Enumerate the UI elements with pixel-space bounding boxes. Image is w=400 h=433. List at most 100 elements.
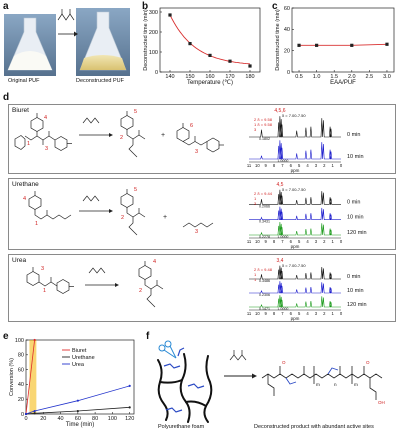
label-biuret-r4: 4 (44, 115, 48, 121)
chart-e-line-urea (25, 385, 130, 415)
spectrum-1-trace-1 (249, 206, 341, 220)
chart-b-ylabel: Deconstructed time (min) (143, 9, 149, 71)
spectrum-1-tick-6: 5 (298, 239, 301, 244)
right-caption-f: Deconstructed product with abundant acti… (254, 424, 374, 430)
chart-e-legend-biuret: Biuret (72, 348, 87, 354)
spectrum-0-tick-5: 6 (290, 163, 293, 168)
spectrum-1-tick-2: 9 (265, 239, 268, 244)
label-urethane-r1: 1 (35, 221, 39, 227)
spectrum-0-ppm-label: ppm (291, 168, 300, 173)
chart-e-ytick-label-0: 0 (21, 412, 24, 418)
spectrum-2-trace-0 (249, 265, 341, 280)
spectrum-0-tick-4: 7 (281, 163, 284, 168)
chart-e-ytick-label-4: 80 (18, 353, 24, 359)
panel-d-label: d (3, 92, 10, 103)
spectrum-2-shift-range: δ = 7.00-7.50 (282, 263, 306, 268)
label-urethane-r4: 4 (23, 196, 27, 202)
spectrum-0-shift-range: δ = 7.00-7.50 (282, 113, 306, 118)
spectrum-0-tick-6: 5 (298, 163, 301, 168)
spectrum-2-time-0: 0 min (347, 274, 360, 280)
panel-c: c 0.5 1.0 1.5 2.0 2.5 3.0 0 20 40 60 EAA/PUF Decons… (266, 0, 400, 92)
spectrum-0-group-label: 4,5,6 (274, 108, 285, 114)
spectrum-2-time-1: 10 min (347, 288, 364, 294)
spectrum-1-integral-3: 1.0000 (277, 235, 288, 239)
panel-b-label: b (142, 1, 149, 12)
spectrum-1-tick-5: 6 (290, 239, 293, 244)
svg-text:+: + (163, 214, 167, 221)
chart-e-xtick-label-5: 100 (108, 416, 117, 422)
chart-b-xtick-label-4: 180 (245, 74, 254, 80)
spectrum-1-time-0: 0 min (347, 199, 360, 205)
svg-text:O: O (282, 360, 286, 365)
chart-c-xtick-label-4: 2.5 (366, 74, 374, 80)
spectrum-0-time-0: 0 min (347, 132, 360, 138)
chart-b: 140 150 160 170 180 0 100 200 300 Temperature (℃)… (143, 7, 261, 86)
chart-b-xtick-label-3: 170 (225, 74, 234, 80)
chart-e-highlight-band (29, 340, 37, 414)
chart-b-xtick-label-0: 140 (165, 74, 174, 80)
chart-c: 0.5 1.0 1.5 2.0 2.5 3.0 0 20 40 60 EAA/PUF Deconstr… (275, 6, 395, 86)
spectrum-2-integral-0: 0.3486 (259, 279, 270, 283)
panel-e-label: e (3, 331, 9, 342)
row-urea: Urea 3 1 4 2 0 min 10 min 120 min 1 (8, 254, 396, 322)
chart-e-point-biuret-1 (33, 338, 36, 342)
chart-c-point-0 (297, 43, 301, 47)
svg-text:O: O (366, 360, 370, 365)
spectrum-2-tick-5: 6 (290, 311, 293, 316)
label-biuret-p5: 5 (134, 109, 138, 115)
label-urethane-p5: 5 (134, 187, 138, 193)
row-title-urea: Urea (12, 257, 27, 264)
svg-text:+: + (161, 132, 165, 139)
spectrum-1-time-1: 10 min (347, 215, 364, 221)
label-biuret-p3: 3 (195, 149, 199, 155)
label-biuret-r1: 1 (27, 141, 31, 147)
spectrum-1-tick-8: 3 (315, 239, 318, 244)
panel-e: e 0 20 40 60 80 100 120 0 20 40 60 80 100 Time (min) C… (0, 330, 140, 433)
spectrum-1-tick-1: 10 (255, 239, 260, 244)
spectrum-2-tick-7: 4 (306, 311, 309, 316)
panel-a: a Original PUF Deconstructed PUF (0, 0, 132, 92)
chart-e-ytick-label-3: 60 (18, 367, 24, 373)
chart-e-xtick-label-6: 120 (125, 416, 134, 422)
scissors-icon (158, 340, 177, 359)
spectrum-2-tick-1: 10 (255, 311, 260, 316)
spectrum-1-group-label: 4,5 (276, 182, 283, 188)
chart-b-point-4 (248, 64, 252, 68)
chart-c-ytick-label-2: 40 (284, 27, 290, 33)
chart-e-line-urethane (25, 406, 130, 415)
panel-f: f (144, 330, 400, 433)
spectrum-2-annotation-1: 1 (254, 272, 257, 277)
chart-e-xtick-label-2: 40 (57, 416, 63, 422)
spectrum-1-integral-0: 0.2066 (259, 204, 270, 208)
label-urea-p2: 2 (139, 288, 143, 294)
chart-c-xtick-label-0: 0.5 (295, 74, 303, 80)
product-structure (261, 366, 383, 400)
spectrum-0-tick-10: 1 (331, 163, 334, 168)
spectrum-1-ppm-label: ppm (291, 244, 300, 249)
spectrum-2-integral-3: 1.0000 (277, 307, 288, 311)
spectrum-1-annotation-1: 1 (254, 196, 257, 201)
spectrum-0-annotation-1: 1 δ = 9.58 (254, 122, 273, 127)
label-urethane-p3: 3 (195, 229, 199, 235)
foam-network (157, 353, 213, 423)
chart-e-legend-urea: Urea (72, 362, 85, 368)
spectrum-1-tick-7: 4 (306, 239, 309, 244)
subscript-n: n (334, 382, 337, 387)
spectrum-1-trace-0 (249, 189, 341, 205)
spectrum-1-time-2: 120 min (347, 230, 367, 236)
chart-c-point-2 (350, 43, 354, 47)
spectrum-2-time-2: 120 min (347, 302, 367, 308)
chart-c-point-1 (315, 43, 319, 47)
label-biuret-p6: 6 (190, 123, 194, 129)
chart-b-point-2 (208, 53, 212, 57)
chart-e-point-urethane-2 (76, 409, 79, 413)
spectrum-0-tick-8: 3 (315, 163, 318, 168)
spectrum-2-tick-0: 11 (247, 311, 252, 316)
spectrum-2-tick-8: 3 (315, 311, 318, 316)
spectrum-1-tick-4: 7 (281, 239, 284, 244)
spectrum-0-time-1: 10 min (347, 154, 364, 160)
spectrum-2-integral-2: 0.1471 (259, 307, 270, 311)
label-urea-r3: 3 (41, 266, 45, 272)
label-biuret-p2: 2 (120, 135, 124, 141)
